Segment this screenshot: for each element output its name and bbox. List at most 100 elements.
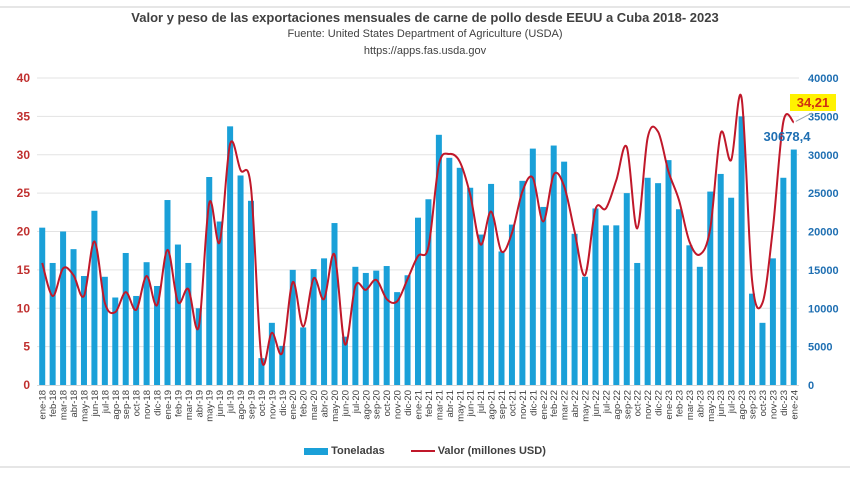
x-tick-label: sep-22	[622, 390, 633, 419]
legend-item-toneladas[interactable]: Toneladas	[304, 445, 385, 457]
bar-nov-20	[394, 292, 401, 385]
x-tick-label: jun-18	[90, 390, 101, 417]
bar-feb-19	[174, 244, 181, 385]
y-right-tick-label: 10000	[808, 303, 839, 315]
bar-ene-18	[39, 227, 46, 385]
x-tick-label: abr-23	[695, 390, 706, 417]
x-tick-label: ene-19	[163, 390, 174, 420]
bar-jun-23	[717, 173, 724, 385]
legend-line-swatch	[410, 450, 435, 452]
x-tick-label: nov-23	[768, 390, 779, 419]
x-tick-label: oct-23	[758, 390, 769, 416]
x-tick-label: may-20	[330, 390, 341, 422]
bar-mar-22	[561, 161, 568, 385]
bar-may-22	[582, 276, 589, 385]
x-tick-label: jul-21	[476, 390, 487, 414]
x-tick-label: jul-22	[601, 390, 612, 414]
y-left-tick-label: 5	[23, 340, 30, 354]
bar-jun-20	[341, 336, 348, 385]
x-tick-label: nov-18	[142, 390, 153, 419]
x-tick-label: jun-23	[716, 390, 727, 417]
x-tick-label: dic-22	[654, 390, 665, 416]
y-right-tick-label: 15000	[808, 265, 839, 277]
x-tick-label: jun-21	[466, 390, 477, 417]
x-tick-label: dic-18	[153, 390, 164, 416]
line-series-valor	[41, 93, 795, 366]
bar-oct-23	[759, 322, 766, 385]
bar-jul-18	[101, 276, 108, 385]
legend-label-valor: Valor (millones USD)	[437, 445, 546, 457]
y-left-tick-label: 35	[17, 109, 31, 123]
bar-abr-22	[571, 233, 578, 385]
x-tick-label: feb-18	[48, 390, 59, 417]
y-right-tick-label: 25000	[808, 188, 839, 200]
bar-dic-22	[655, 183, 662, 385]
bar-dic-21	[529, 148, 536, 385]
y-right-tick-label: 20000	[808, 227, 839, 239]
bar-ago-20	[362, 272, 369, 385]
bar-dic-19	[279, 345, 286, 385]
x-tick-label: ago-19	[236, 390, 247, 420]
x-tick-label: jun-22	[591, 390, 602, 417]
bar-sep-22	[623, 193, 630, 385]
y-left-tick-label: 10	[17, 301, 31, 315]
bar-jun-18	[91, 210, 98, 385]
bar-jun-21	[467, 187, 474, 385]
x-tick-label: may-18	[79, 390, 90, 422]
x-tick-label: abr-20	[320, 390, 331, 417]
chart-area: 0 5 10 15 20 25 30 35 40 0 5000 10000 15000 20000 250…	[17, 71, 839, 422]
x-tick-label: feb-23	[674, 390, 685, 417]
bar-sep-18	[122, 252, 129, 385]
x-tick-label: jun-20	[340, 390, 351, 417]
y-left-tick-label: 15	[17, 263, 31, 277]
x-tick-label: ene-18	[38, 390, 49, 420]
x-tick-label: nov-22	[643, 390, 654, 419]
y-axis-right: 0 5000 10000 15000 20000 25000 30000 35000 40000	[808, 73, 839, 392]
bar-may-21	[456, 167, 463, 385]
x-tick-label: nov-19	[267, 390, 278, 419]
x-tick-label: oct-18	[132, 390, 143, 416]
annotation-highlight	[790, 94, 836, 111]
x-tick-label: feb-22	[549, 390, 560, 417]
bar-abr-19	[195, 308, 202, 385]
bar-ene-22	[540, 206, 547, 385]
bar-ene-19	[164, 200, 171, 385]
bar-sep-23	[749, 293, 756, 385]
bar-ago-18	[112, 297, 119, 385]
x-tick-label: oct-22	[633, 390, 644, 416]
y-right-tick-label: 30000	[808, 150, 839, 162]
bar-mar-20	[310, 269, 317, 385]
x-tick-label: abr-22	[570, 390, 581, 417]
bar-abr-20	[321, 258, 328, 385]
x-tick-label: jul-20	[351, 390, 362, 414]
bar-may-20	[331, 223, 338, 385]
bar-mar-19	[185, 262, 192, 385]
bottom-divider	[0, 466, 850, 468]
x-tick-label: mar-19	[184, 390, 195, 420]
x-tick-label: nov-21	[518, 390, 529, 419]
legend-item-valor[interactable]: Valor (millones USD)	[410, 445, 546, 457]
bar-dic-20	[404, 275, 411, 385]
top-divider	[0, 6, 850, 8]
x-tick-label: mar-22	[560, 390, 571, 420]
x-tick-label: dic-21	[528, 390, 539, 416]
bar-feb-21	[425, 199, 432, 385]
x-tick-label: sep-18	[121, 390, 132, 419]
x-tick-label: feb-21	[424, 390, 435, 417]
bar-jun-19	[216, 221, 223, 385]
x-tick-label: ago-22	[612, 390, 623, 420]
bar-oct-21	[508, 224, 515, 385]
bar-mar-23	[686, 245, 693, 385]
chart-subtitle: Fuente: United States Department of Agri…	[287, 28, 563, 40]
x-tick-label: ago-23	[737, 390, 748, 420]
y-right-tick-label: 35000	[808, 111, 839, 123]
bar-may-18	[80, 276, 87, 385]
bar-ene-23	[665, 160, 672, 385]
legend: Toneladas Valor (millones USD)	[0, 445, 850, 457]
x-tick-label: jul-19	[226, 390, 237, 414]
x-tick-label: ago-18	[111, 390, 122, 420]
bar-abr-18	[70, 249, 77, 385]
x-tick-label: sep-23	[748, 390, 759, 419]
bar-feb-22	[550, 145, 557, 385]
x-tick-label: mar-20	[309, 390, 320, 420]
